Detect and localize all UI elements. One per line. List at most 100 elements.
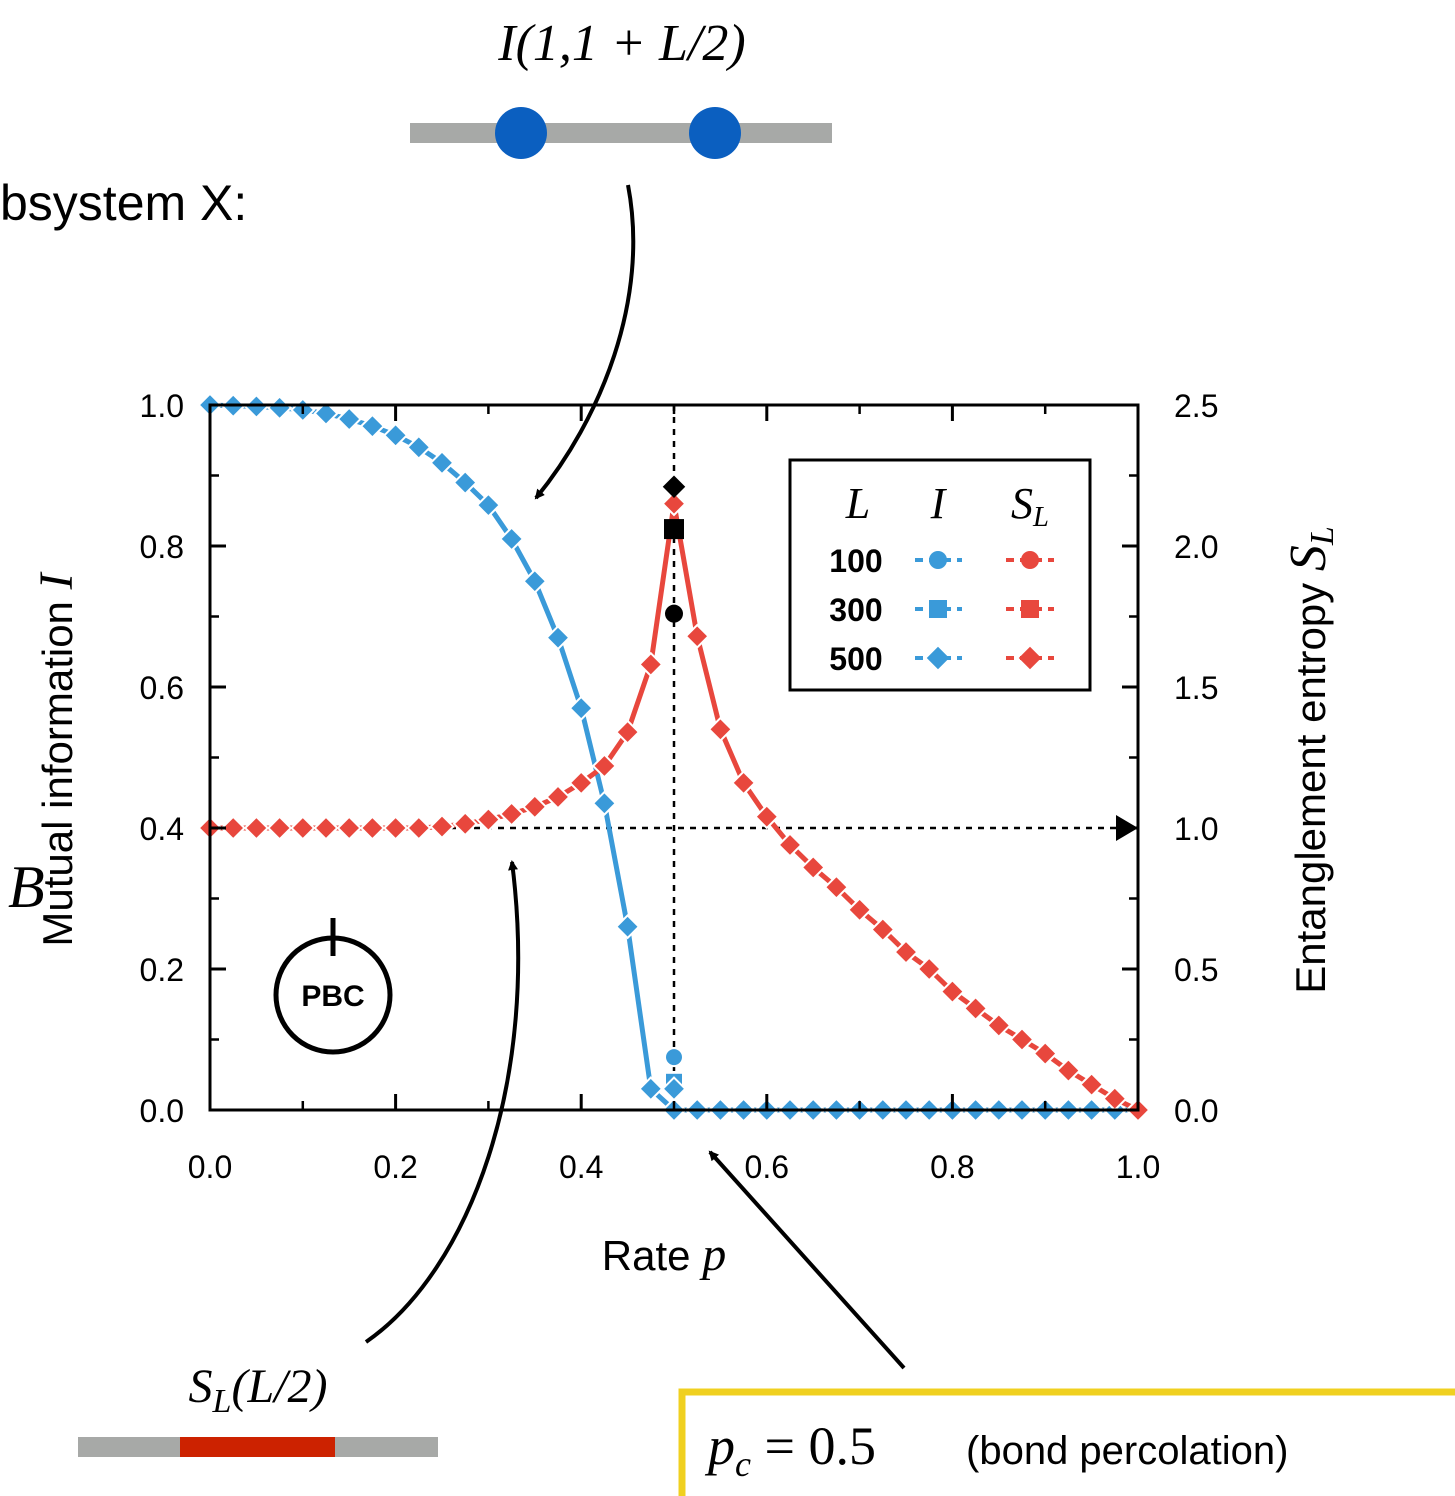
point-S_L-18: [614, 719, 641, 745]
pbc-label: PBC: [301, 980, 364, 1013]
pc-note: (bond percolation): [966, 1429, 1288, 1473]
point-S_L-20: [661, 491, 687, 517]
point-I-12: [475, 492, 502, 518]
point-S_L-8: [382, 815, 409, 841]
point-S_L-25: [777, 832, 803, 858]
point-I-15: [545, 624, 571, 651]
point-I-5: [313, 400, 339, 427]
point-S_L-21: [684, 623, 710, 649]
point-S_L-30: [893, 939, 919, 965]
pc-arrow: [708, 1150, 906, 1370]
y-right-tick-label: 1.0: [1174, 811, 1218, 847]
point-S_L-16: [568, 770, 594, 796]
y-left-tick-label: 0.6: [140, 670, 184, 706]
mi-schematic: I(1,1 + L/2): [410, 15, 832, 159]
legend-row-label: 300: [829, 592, 882, 628]
y-left-tick-label: 0.0: [140, 1093, 184, 1129]
point-I-14: [522, 568, 548, 594]
point-I-8: [382, 422, 409, 448]
y-left-tick-label: 0.8: [140, 529, 184, 565]
point-I-9: [406, 434, 432, 460]
point-I-13: [498, 526, 525, 552]
x-tick-label: 1.0: [1116, 1149, 1160, 1185]
point-S_L-37: [1055, 1057, 1082, 1084]
pc-point-S-L500: [662, 475, 686, 499]
legend-header: I: [930, 479, 948, 528]
ee-schematic-label: SL(L/2): [189, 1360, 328, 1420]
pc-box: pc = 0.5 (bond percolation): [678, 1388, 1455, 1496]
point-S_L-9: [406, 815, 432, 841]
x-tick-label: 0.4: [559, 1149, 603, 1185]
point-I-19: [638, 1076, 664, 1102]
point-S_L-29: [870, 916, 896, 943]
point-S_L-32: [939, 978, 966, 1005]
y-left-axis-title: Mutual information I: [30, 571, 83, 946]
axes-layer: 0.0 0.2 0.4 0.6 0.8 1.0 0.0 0.2 0.4 0.6 0.8 1.0 0.0 0…: [30, 388, 1341, 1281]
point-S_L-7: [359, 815, 386, 841]
point-S_L-5: [313, 815, 339, 841]
y-left-tick-label: 0.2: [140, 952, 184, 988]
point-S_L-11: [452, 811, 478, 837]
point-S_L-15: [545, 784, 571, 810]
mi-site-1-dot: [495, 107, 547, 159]
y-left-tick-label: 1.0: [140, 388, 184, 424]
y-left-tick-label: 0.4: [140, 811, 184, 847]
mi-schematic-bar: [410, 123, 832, 143]
point-S_L-6: [336, 815, 362, 841]
y-right-tick-label: 0.5: [1174, 952, 1218, 988]
y-right-tick-label: 0.0: [1174, 1093, 1218, 1129]
pc-point-S-L300: [664, 519, 684, 540]
point-I-10: [429, 450, 455, 476]
mi-site-2-dot: [689, 107, 741, 159]
point-S_L-14: [522, 794, 548, 820]
ee-schematic: SL(L/2): [78, 1360, 438, 1457]
point-S_L-23: [730, 770, 757, 796]
mi-arrow: [534, 184, 636, 500]
point-I-11: [452, 469, 478, 496]
legend-header: L: [845, 479, 870, 528]
legend-marker-I: [929, 600, 947, 618]
point-S_L-35: [1009, 1026, 1035, 1053]
point-S_L-13: [498, 801, 525, 827]
point-S_L-2: [243, 815, 270, 841]
chart: 0.0 0.2 0.4 0.6 0.8 1.0 0.0 0.2 0.4 0.6 0.8 1.0 0.0 0…: [30, 388, 1341, 1281]
point-S_L-27: [823, 874, 850, 900]
y-right-axis-title: Entanglement entropy SL: [1280, 526, 1341, 994]
legend-marker-I: [929, 551, 947, 569]
point-I-17: [591, 790, 618, 816]
pc-point-S-L100: [665, 604, 683, 623]
x-tick-label: 0.2: [373, 1149, 417, 1185]
legend-marker-I: [926, 646, 950, 670]
point-S_L-3: [266, 815, 293, 841]
point-S_L-24: [754, 804, 780, 830]
mi-schematic-label: I(1,1 + L/2): [497, 15, 745, 72]
point-S_L-26: [800, 854, 826, 881]
point-S_L-10: [429, 813, 455, 840]
point-S_L-33: [962, 995, 989, 1022]
pc-point-I-L100: [664, 1047, 684, 1068]
pc-highlight-box: [678, 1388, 1455, 1496]
x-tick-label: 0.0: [188, 1149, 232, 1185]
point-S_L-36: [1032, 1040, 1058, 1067]
x-tick-label: 0.6: [745, 1149, 789, 1185]
point-I-6: [336, 406, 362, 432]
point-S_L-31: [916, 956, 942, 982]
legend-header: SL: [1011, 479, 1049, 533]
panel-label: B: [8, 854, 45, 920]
point-S_L-22: [707, 716, 734, 742]
y-right-tick-label: 2.0: [1174, 529, 1218, 565]
point-I-16: [568, 695, 594, 721]
legend-marker-S: [1021, 600, 1039, 618]
point-I-18: [614, 914, 641, 940]
y-right-tick-label: 1.5: [1174, 670, 1218, 706]
point-S_L-4: [290, 815, 316, 841]
pc-point-I-L500: [661, 1076, 687, 1102]
point-S_L-1: [220, 815, 246, 841]
legend-row-label: 100: [829, 543, 882, 579]
pc-equation: pc = 0.5: [704, 1416, 876, 1484]
point-S_L-28: [846, 897, 873, 923]
legend-marker-S: [1018, 646, 1042, 670]
point-S_L-17: [591, 753, 618, 779]
legend-marker-S: [1021, 551, 1039, 569]
